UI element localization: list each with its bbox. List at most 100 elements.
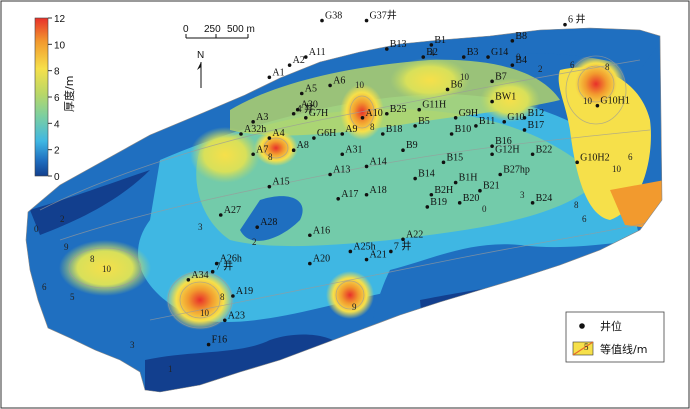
well-marker[interactable] xyxy=(255,225,259,229)
well-label: B7 xyxy=(495,71,507,82)
well-marker[interactable] xyxy=(413,124,417,128)
well-marker[interactable] xyxy=(308,233,312,238)
well-marker[interactable] xyxy=(385,47,389,51)
well-marker[interactable] xyxy=(364,164,369,169)
well-marker[interactable] xyxy=(364,18,369,23)
colorbar-title: 厚度/m xyxy=(62,76,76,112)
well-marker[interactable] xyxy=(348,249,353,254)
well-label: G14 xyxy=(491,47,508,58)
well-marker[interactable] xyxy=(486,55,490,59)
svg-text:10: 10 xyxy=(102,264,112,274)
well-marker[interactable] xyxy=(498,172,503,177)
well-marker[interactable] xyxy=(389,249,393,254)
well-label: G38 xyxy=(325,11,342,22)
well-marker[interactable] xyxy=(530,152,535,157)
well-marker[interactable] xyxy=(449,132,454,136)
well-marker[interactable] xyxy=(210,269,215,274)
well-label: B24 xyxy=(536,193,553,204)
well-marker[interactable] xyxy=(267,136,272,140)
well-marker[interactable] xyxy=(340,132,345,136)
well-marker[interactable] xyxy=(429,192,434,197)
well-marker[interactable] xyxy=(474,124,478,128)
well-marker[interactable] xyxy=(385,111,389,116)
well-marker[interactable] xyxy=(490,152,494,157)
well-marker[interactable] xyxy=(417,107,422,112)
well-marker[interactable] xyxy=(304,55,308,59)
well-marker[interactable] xyxy=(218,213,223,217)
well-marker[interactable] xyxy=(287,63,292,67)
well-marker[interactable] xyxy=(312,136,316,140)
well-label: A20 xyxy=(313,254,330,265)
well-marker[interactable] xyxy=(380,132,385,136)
well-marker[interactable] xyxy=(231,294,235,298)
well-label: G10H2 xyxy=(580,152,609,163)
well-label: A22 xyxy=(406,229,423,240)
well-marker[interactable] xyxy=(251,120,255,124)
well-marker[interactable] xyxy=(239,132,243,136)
well-marker[interactable] xyxy=(595,103,600,108)
well-label: A34 xyxy=(191,270,208,281)
svg-text:0: 0 xyxy=(34,224,39,234)
well-marker[interactable] xyxy=(401,148,405,152)
well-marker[interactable] xyxy=(364,192,369,197)
well-marker[interactable] xyxy=(490,79,494,84)
well-label: BW1 xyxy=(495,92,516,103)
scale-bar: 0 250 500 m xyxy=(183,24,255,39)
well-marker[interactable] xyxy=(328,83,332,88)
well-marker[interactable] xyxy=(340,152,345,157)
well-marker[interactable] xyxy=(445,87,450,92)
well-marker[interactable] xyxy=(308,261,312,266)
well-marker[interactable] xyxy=(502,120,507,124)
well-label: B2 xyxy=(426,47,438,58)
well-marker[interactable] xyxy=(522,116,527,120)
well-marker[interactable] xyxy=(421,55,426,59)
well-marker[interactable] xyxy=(413,176,417,181)
well-marker[interactable] xyxy=(320,18,324,23)
well-marker[interactable] xyxy=(490,99,494,104)
well-marker[interactable] xyxy=(441,160,446,165)
well-marker[interactable] xyxy=(267,75,272,80)
well-marker[interactable] xyxy=(251,152,255,157)
well-marker[interactable] xyxy=(328,172,332,177)
well-marker[interactable] xyxy=(336,197,341,201)
well-marker[interactable] xyxy=(429,43,434,47)
well-marker[interactable] xyxy=(206,342,211,347)
well-marker[interactable] xyxy=(530,201,535,205)
well-marker[interactable] xyxy=(291,148,296,152)
well-marker[interactable] xyxy=(291,111,296,116)
well-marker[interactable] xyxy=(457,201,462,205)
well-marker[interactable] xyxy=(186,278,191,282)
well-marker[interactable] xyxy=(299,91,304,96)
legend: 井位 5 等值线/m xyxy=(565,311,665,363)
well-marker[interactable] xyxy=(563,22,567,27)
well-marker[interactable] xyxy=(461,55,466,59)
svg-text:10: 10 xyxy=(355,80,365,90)
well-marker[interactable] xyxy=(267,184,272,189)
well-marker[interactable] xyxy=(304,116,308,120)
well-label: B17 xyxy=(528,120,545,131)
well-marker[interactable] xyxy=(575,160,579,165)
well-marker[interactable] xyxy=(510,63,515,67)
well-label: G7H xyxy=(309,108,328,119)
well-label: A31 xyxy=(345,144,362,155)
well-label: A16 xyxy=(313,225,330,236)
well-label: A2 xyxy=(293,55,305,66)
well-marker[interactable] xyxy=(510,39,515,43)
well-label: A11 xyxy=(309,47,326,58)
well-marker[interactable] xyxy=(490,144,494,148)
well-marker[interactable] xyxy=(478,188,482,193)
well-marker[interactable] xyxy=(214,261,219,266)
well-marker[interactable] xyxy=(364,257,369,262)
well-marker[interactable] xyxy=(223,318,227,323)
well-marker[interactable] xyxy=(522,128,527,132)
well-label: B13 xyxy=(390,39,407,50)
well-marker[interactable] xyxy=(401,237,405,242)
well-marker[interactable] xyxy=(360,116,365,120)
well-marker[interactable] xyxy=(453,116,458,120)
well-label: B11 xyxy=(479,116,495,127)
well-marker[interactable] xyxy=(295,107,300,112)
svg-text:8: 8 xyxy=(220,292,225,302)
well-marker[interactable] xyxy=(453,180,458,185)
well-marker[interactable] xyxy=(425,205,430,209)
colorbar-tick-label: 12 xyxy=(54,14,66,25)
